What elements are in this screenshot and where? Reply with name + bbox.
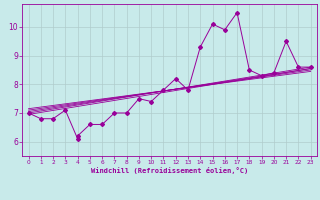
X-axis label: Windchill (Refroidissement éolien,°C): Windchill (Refroidissement éolien,°C): [91, 167, 248, 174]
